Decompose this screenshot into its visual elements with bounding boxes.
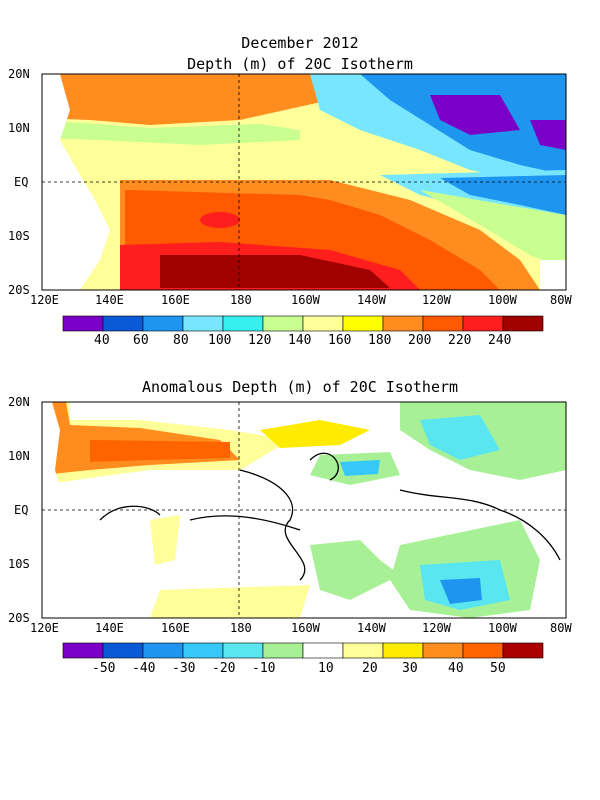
bottom-cb-label-7: 30 (402, 661, 418, 676)
top-lon-3: 180 (230, 293, 252, 307)
top-lon-4: 160W (291, 293, 320, 307)
top-grid (42, 74, 566, 290)
top-cb-label-9: 220 (448, 333, 472, 348)
bottom-lat-20s: 20S (8, 611, 30, 625)
top-lat-10s: 10S (8, 229, 30, 243)
top-colorbar-swatch-4 (222, 315, 264, 332)
bottom-cb-label-3: -20 (212, 661, 236, 676)
top-colorbar-swatch-10 (462, 315, 504, 332)
bottom-lon-6: 120W (422, 621, 451, 635)
top-lat-20n: 20N (8, 67, 30, 81)
bottom-colorbar-swatch-2 (142, 642, 184, 659)
top-map (42, 74, 566, 290)
top-colorbar-swatch-2 (142, 315, 184, 332)
top-colorbar (62, 315, 544, 332)
bottom-colorbar-swatch-5 (262, 642, 304, 659)
bottom-colorbar-swatch-9 (422, 642, 464, 659)
top-lat-10n: 10N (8, 121, 30, 135)
bottom-lat-eq: EQ (14, 503, 29, 517)
bottom-lon-5: 140W (357, 621, 386, 635)
bottom-cb-label-6: 20 (362, 661, 378, 676)
bottom-lon-2: 160E (161, 621, 190, 635)
top-cb-label-8: 200 (408, 333, 432, 348)
top-lat-eq: EQ (14, 175, 29, 189)
top-lon-1: 140E (95, 293, 124, 307)
top-lon-8: 80W (550, 293, 572, 307)
bottom-cb-label-8: 40 (448, 661, 464, 676)
top-lon-0: 120E (30, 293, 59, 307)
top-cb-label-3: 100 (208, 333, 232, 348)
top-colorbar-swatch-9 (422, 315, 464, 332)
bottom-colorbar (62, 642, 544, 659)
top-colorbar-swatch-0 (62, 315, 104, 332)
bottom-colorbar-swatch-1 (102, 642, 144, 659)
top-colorbar-swatch-5 (262, 315, 304, 332)
top-cb-label-6: 160 (328, 333, 352, 348)
top-colorbar-swatch-11 (502, 315, 544, 332)
bottom-colorbar-swatch-4 (222, 642, 264, 659)
bottom-colorbar-swatch-8 (382, 642, 424, 659)
bottom-cb-label-5: 10 (318, 661, 334, 676)
top-title-line1: December 2012 (241, 34, 359, 52)
top-colorbar-swatch-7 (342, 315, 384, 332)
bottom-lon-1: 140E (95, 621, 124, 635)
top-lon-2: 160E (161, 293, 190, 307)
top-cb-label-2: 80 (173, 333, 189, 348)
bottom-colorbar-swatch-11 (502, 642, 544, 659)
top-lon-5: 140W (357, 293, 386, 307)
bottom-cb-label-0: -50 (92, 661, 116, 676)
bottom-colorbar-swatch-7 (342, 642, 384, 659)
bottom-grid (42, 402, 566, 618)
bottom-lat-10n: 10N (8, 449, 30, 463)
top-title-line2: Depth (m) of 20C Isotherm (187, 55, 413, 73)
top-lat-20s: 20S (8, 283, 30, 297)
top-cb-label-1: 60 (133, 333, 149, 348)
bottom-lat-20n: 20N (8, 395, 30, 409)
top-colorbar-swatch-8 (382, 315, 424, 332)
top-cb-label-10: 240 (488, 333, 512, 348)
top-cb-label-4: 120 (248, 333, 272, 348)
top-cb-label-5: 140 (288, 333, 312, 348)
bottom-cb-label-2: -30 (172, 661, 196, 676)
bottom-lon-7: 100W (488, 621, 517, 635)
top-colorbar-swatch-1 (102, 315, 144, 332)
top-lon-7: 100W (488, 293, 517, 307)
bottom-lon-8: 80W (550, 621, 572, 635)
bottom-title: Anomalous Depth (m) of 20C Isotherm (141, 378, 459, 396)
bottom-colorbar-swatch-10 (462, 642, 504, 659)
bottom-cb-label-1: -40 (132, 661, 156, 676)
bottom-lon-4: 160W (291, 621, 320, 635)
bottom-map (42, 402, 566, 618)
top-colorbar-swatch-6 (302, 315, 344, 332)
bottom-cb-label-4: -10 (252, 661, 276, 676)
top-cb-label-0: 40 (94, 333, 110, 348)
bottom-lat-10s: 10S (8, 557, 30, 571)
bottom-colorbar-swatch-0 (62, 642, 104, 659)
bottom-cb-label-9: 50 (490, 661, 506, 676)
bottom-lon-0: 120E (30, 621, 59, 635)
bottom-lon-3: 180 (230, 621, 252, 635)
top-cb-label-7: 180 (368, 333, 392, 348)
bottom-colorbar-swatch-3 (182, 642, 224, 659)
top-lon-6: 120W (422, 293, 451, 307)
bottom-colorbar-swatch-6 (302, 642, 344, 659)
top-colorbar-swatch-3 (182, 315, 224, 332)
